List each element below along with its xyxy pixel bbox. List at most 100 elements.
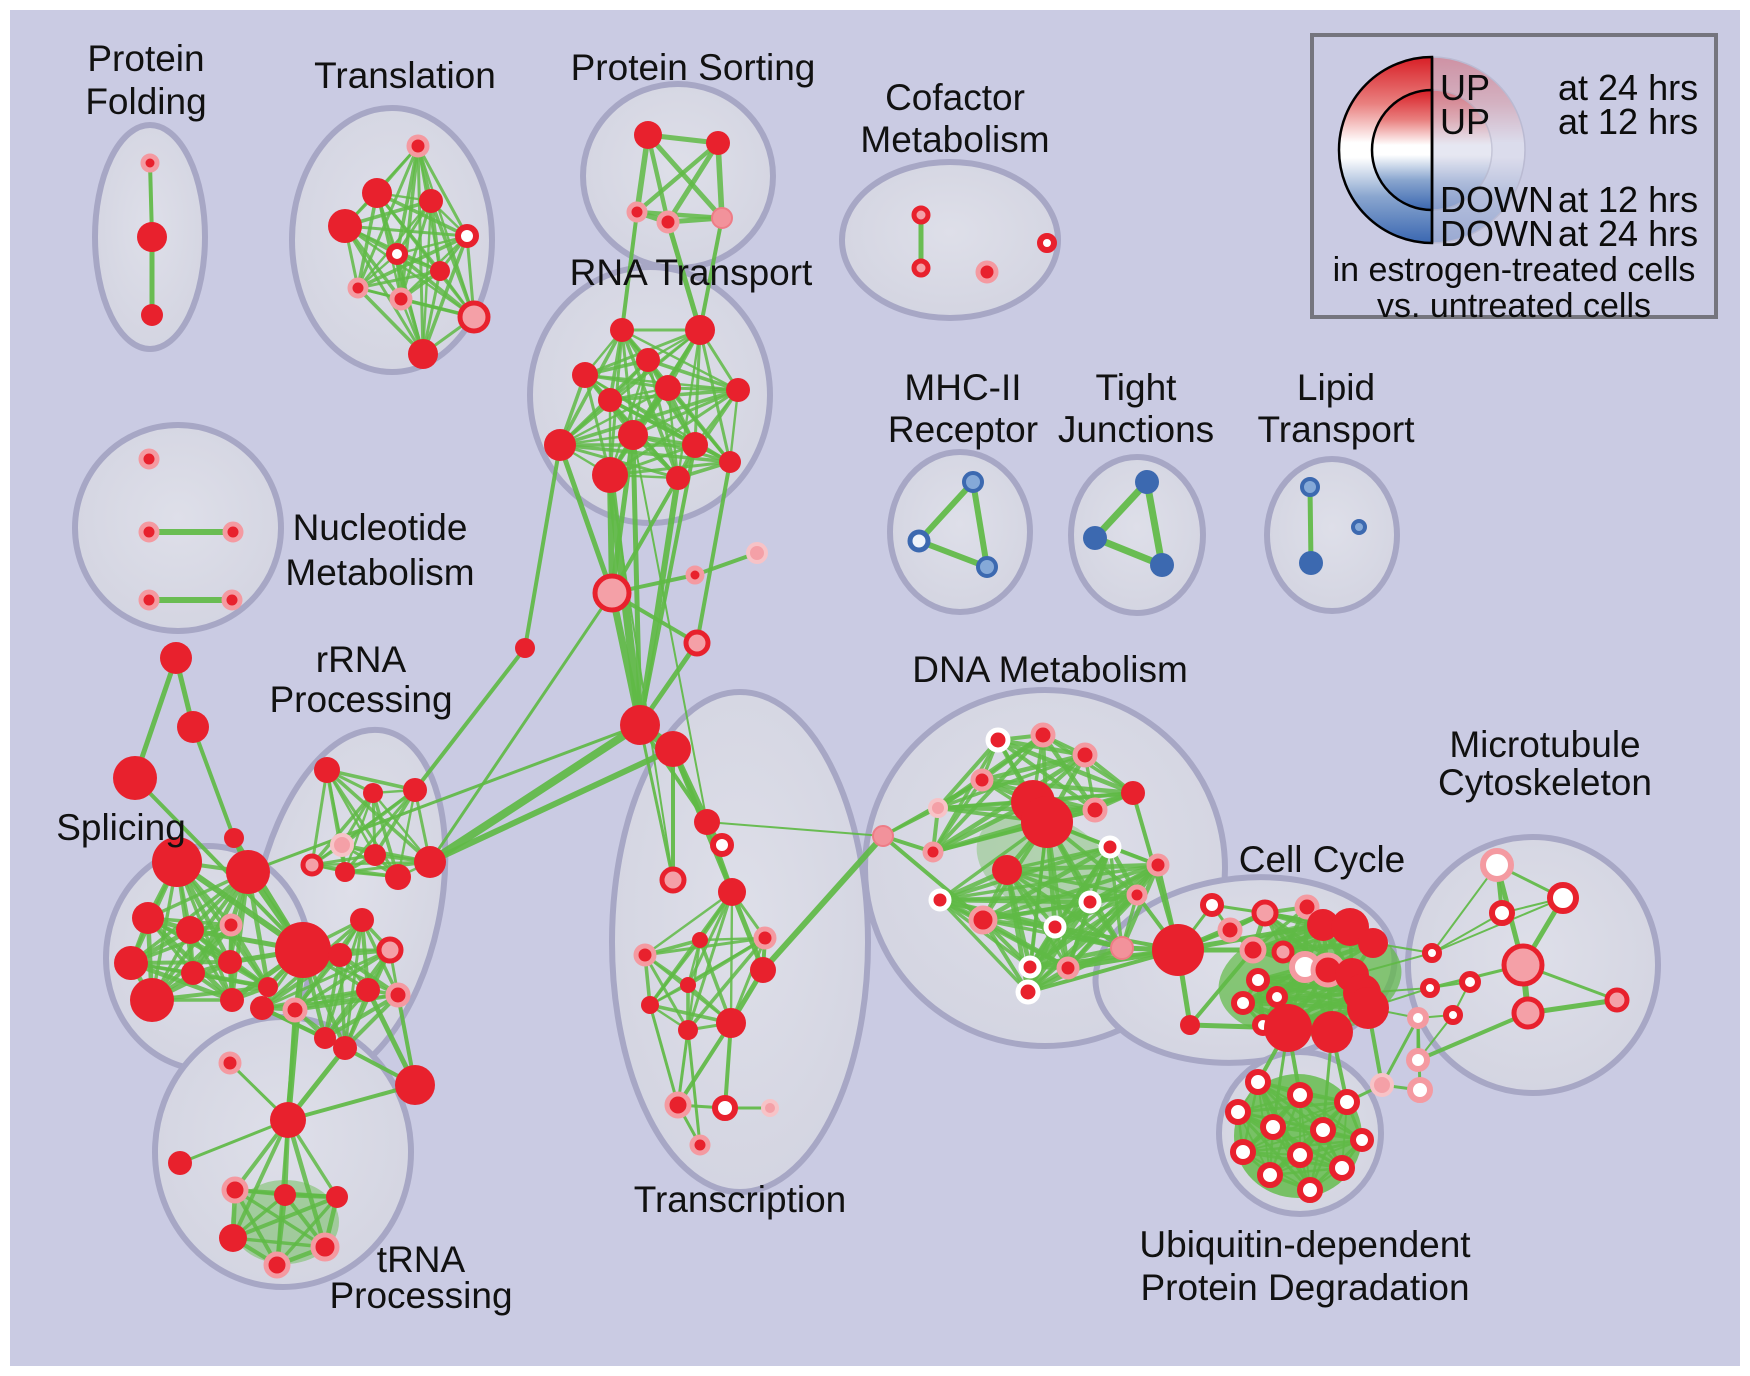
network-edge xyxy=(938,898,1030,994)
legend-time-label: at 12 hrs xyxy=(1558,101,1699,142)
network-node-ringP xyxy=(1271,940,1295,964)
network-node-wr xyxy=(1018,955,1042,979)
network-node-r xyxy=(515,638,535,658)
network-edge xyxy=(630,432,643,728)
network-edge xyxy=(665,219,703,333)
network-node-ringW xyxy=(1200,893,1224,917)
network-node-halo xyxy=(689,1134,711,1156)
cluster-label-rna-transport: RNA Transport xyxy=(570,252,813,293)
network-node-r xyxy=(132,902,164,934)
network-edge xyxy=(715,140,725,221)
network-edge xyxy=(706,821,884,837)
network-edge xyxy=(1416,1011,1530,1062)
network-node-r xyxy=(385,864,411,890)
network-node-halo xyxy=(626,201,648,223)
network-edge xyxy=(275,1195,339,1267)
network-node-halo xyxy=(1146,853,1170,877)
cluster-label-cofactor-metabolism: Metabolism xyxy=(860,119,1049,160)
network-node-r xyxy=(395,1065,435,1105)
legend-time-label: at 24 hrs xyxy=(1558,213,1699,254)
network-node-r xyxy=(328,209,362,243)
cluster-ellipse-nucleotide-metabolism xyxy=(72,422,284,634)
network-edge xyxy=(916,479,976,544)
network-edge xyxy=(643,890,734,957)
network-node-halo xyxy=(310,1232,340,1262)
network-node-r xyxy=(176,916,204,944)
network-node-r xyxy=(113,756,157,800)
network-edge xyxy=(231,1236,327,1249)
network-edge xyxy=(356,269,442,290)
network-edge xyxy=(1241,991,1364,1005)
network-node-ringW xyxy=(1547,882,1579,914)
network-edge xyxy=(760,833,886,973)
network-node-r xyxy=(634,121,662,149)
network-node-r xyxy=(356,978,380,1002)
network-node-ringW xyxy=(1489,900,1515,926)
network-node-r xyxy=(655,375,681,401)
network-node-ringW xyxy=(1245,1069,1271,1095)
cluster-label-microtubule-cytoskeleton: Cytoskeleton xyxy=(1438,762,1652,803)
network-node-r xyxy=(219,1224,247,1252)
network-edge xyxy=(413,646,527,792)
network-edge xyxy=(698,216,724,332)
network-node-ringW xyxy=(1231,991,1255,1015)
network-node-r xyxy=(250,996,274,1020)
network-edge xyxy=(676,388,740,480)
network-node-r xyxy=(350,908,374,932)
cluster-label-rrna-processing: Processing xyxy=(269,679,452,720)
network-node-r xyxy=(362,178,392,208)
network-node-r xyxy=(680,977,696,993)
cluster-label-lipid-transport: Transport xyxy=(1258,409,1416,450)
network-edge xyxy=(1236,1110,1312,1192)
cluster-label-microtubule-cytoskeleton: Microtubule xyxy=(1449,724,1640,765)
cluster-label-translation: Translation xyxy=(314,55,496,96)
network-node-r xyxy=(620,705,660,745)
network-edge xyxy=(1091,534,1166,569)
network-node-r xyxy=(1264,1004,1312,1052)
network-node-ringW xyxy=(1257,1162,1283,1188)
network-node-ringP xyxy=(659,866,687,894)
network-node-wr xyxy=(928,888,952,912)
network-edge xyxy=(666,386,732,464)
cluster-label-trna-processing: tRNA xyxy=(377,1239,466,1280)
network-node-ringP xyxy=(1604,987,1630,1013)
network-node-r xyxy=(682,432,708,458)
network-node-halo xyxy=(218,1051,242,1075)
network-node-r xyxy=(692,932,708,948)
network-node-r xyxy=(1021,796,1073,848)
network-node-halo xyxy=(1217,917,1243,943)
network-node-halo xyxy=(221,589,243,611)
network-node-ringW xyxy=(1246,968,1270,992)
network-node-haloP xyxy=(761,1099,779,1117)
network-edge xyxy=(1028,863,1160,969)
cluster-label-ubiquitin-degradation: Ubiquitin-dependent xyxy=(1139,1224,1471,1265)
network-node-r xyxy=(1307,909,1339,941)
network-node-ringW xyxy=(1287,1082,1313,1108)
network-edge xyxy=(609,432,636,596)
network-edge xyxy=(1091,478,1151,542)
network-node-halo xyxy=(685,565,705,585)
network-node-ringW xyxy=(712,1095,738,1121)
legend-row-down-24: DOWN at 24 hrs xyxy=(1314,214,1714,254)
network-edge xyxy=(557,442,615,596)
network-edge xyxy=(1236,1100,1349,1114)
network-node-r xyxy=(1180,1015,1200,1035)
cluster-ellipse-cofactor-metabolism xyxy=(839,159,1061,321)
cluster-label-protein-sorting: Protein Sorting xyxy=(571,47,816,88)
network-node-r xyxy=(220,988,244,1012)
network-edge xyxy=(645,132,671,225)
network-edge xyxy=(343,224,469,238)
network-edge xyxy=(1281,941,1375,954)
network-edge xyxy=(558,443,732,464)
network-edge xyxy=(728,388,740,464)
cluster-label-transcription: Transcription xyxy=(634,1179,846,1220)
cluster-label-nucleotide-metabolism: Nucleotide xyxy=(293,507,468,548)
cluster-label-nucleotide-metabolism: Metabolism xyxy=(285,552,474,593)
cluster-label-protein-folding: Folding xyxy=(85,81,206,122)
network-node-ringW xyxy=(1443,1005,1463,1025)
network-edge xyxy=(931,778,984,854)
network-node-halo xyxy=(138,448,160,470)
network-edge xyxy=(979,752,1088,783)
legend-direction-label: UP xyxy=(1440,67,1491,108)
network-node-ringP xyxy=(300,853,324,877)
